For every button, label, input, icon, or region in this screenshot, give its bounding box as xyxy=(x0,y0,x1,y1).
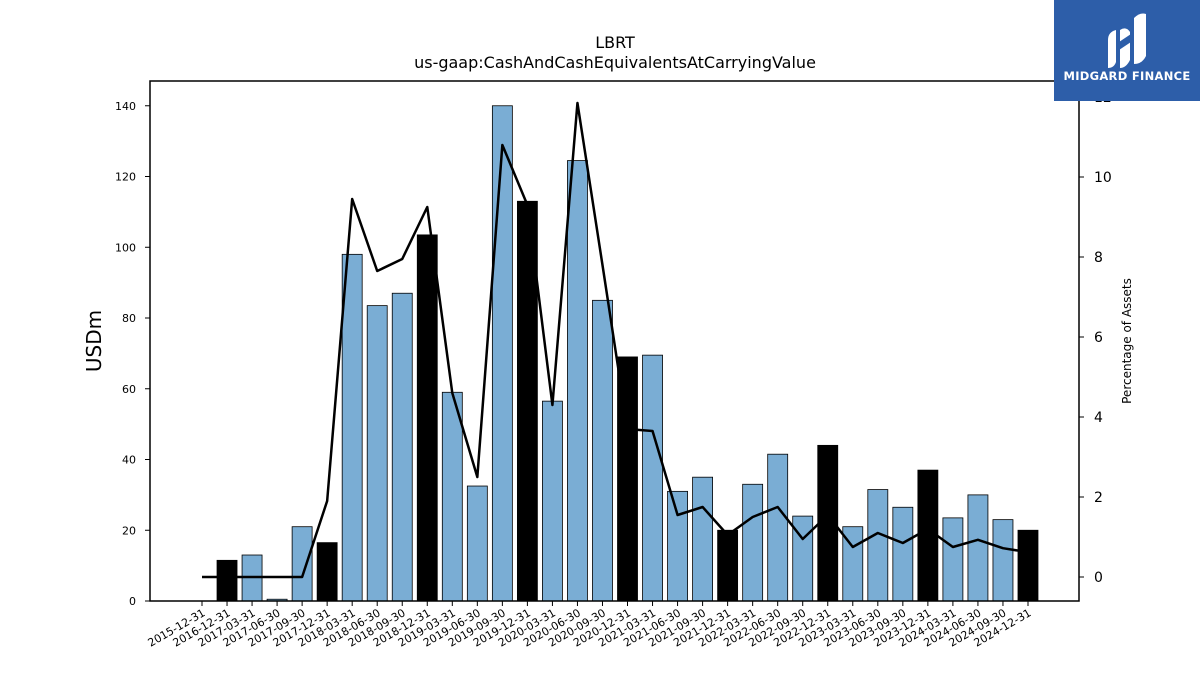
plot-frame xyxy=(149,80,1080,602)
y-tick-label-80: 80 xyxy=(122,312,136,325)
bar-2021-12-31 xyxy=(717,529,739,602)
bar-2019-03-31 xyxy=(441,391,463,602)
bar-2020-06-30 xyxy=(567,160,588,602)
bar-2017-09-30 xyxy=(291,526,313,602)
midgard-finance-logo: MIDGARD FINANCE xyxy=(1054,0,1200,101)
y-tick-label-0: 0 xyxy=(129,595,136,608)
bar-2016-12-31 xyxy=(216,559,238,602)
y-tick-label-140: 140 xyxy=(115,100,136,113)
y-axis-label: USDm xyxy=(82,310,106,372)
y2-tick-label-2: 2 xyxy=(1094,490,1103,506)
y-axis-left: 0 20 40 60 80 100 120 140 xyxy=(115,100,150,608)
bar-2022-06-30 xyxy=(767,453,789,602)
bar-2020-12-31 xyxy=(617,356,638,602)
y-tick-label-20: 20 xyxy=(122,524,136,537)
x-axis: 2015-12-312016-12-312017-03-312017-06-30… xyxy=(146,601,1033,650)
midgard-logo-icon xyxy=(1108,13,1146,68)
bar-2017-12-31 xyxy=(316,542,338,602)
bar-2024-12-31 xyxy=(1017,529,1039,602)
y2-tick-label-6: 6 xyxy=(1094,330,1103,346)
y-tick-label-40: 40 xyxy=(122,454,136,467)
bar-2019-09-30 xyxy=(491,105,513,602)
bar-2020-09-30 xyxy=(592,299,613,602)
y-tick-label-120: 120 xyxy=(115,171,136,184)
y-axis-right: 024681012 xyxy=(1079,90,1112,586)
bar-2024-06-30 xyxy=(967,494,989,602)
bar-2020-03-31 xyxy=(542,400,563,602)
percentage-line-layer xyxy=(202,101,1029,579)
bar-2024-09-30 xyxy=(992,519,1014,602)
y-tick-label-100: 100 xyxy=(115,241,136,254)
bar-2023-06-30 xyxy=(867,489,889,602)
y2-tick-label-4: 4 xyxy=(1094,410,1103,426)
bar-2023-09-30 xyxy=(892,506,914,602)
bar-2021-03-31 xyxy=(642,354,663,602)
percentage-line xyxy=(202,101,1029,579)
bar-2018-12-31 xyxy=(416,234,438,602)
y2-tick-label-8: 8 xyxy=(1094,250,1103,266)
bar-2022-03-31 xyxy=(742,483,764,602)
y2-tick-label-0: 0 xyxy=(1094,570,1103,586)
y-tick-label-60: 60 xyxy=(122,383,136,396)
bar-2018-03-31 xyxy=(341,253,363,602)
bar-2018-06-30 xyxy=(366,305,388,602)
bar-2021-06-30 xyxy=(667,490,688,602)
bar-2018-09-30 xyxy=(391,292,413,602)
bar-2021-09-30 xyxy=(692,476,713,602)
y2-tick-label-10: 10 xyxy=(1094,170,1112,186)
y2-axis-label: Percentage of Assets xyxy=(1120,278,1134,404)
chart-subtitle: us-gaap:CashAndCashEquivalentsAtCarrying… xyxy=(414,53,816,72)
chart-title: LBRT xyxy=(595,33,635,52)
logo-text: MIDGARD FINANCE xyxy=(1063,69,1191,83)
bar-2019-06-30 xyxy=(466,485,488,602)
bar-2024-03-31 xyxy=(942,517,964,602)
